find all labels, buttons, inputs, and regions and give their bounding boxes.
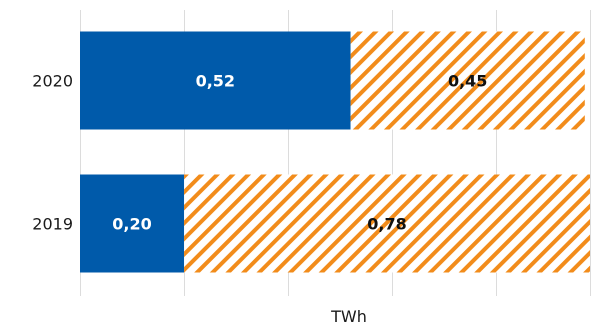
bar-segment [80,31,351,130]
bars: 0,52 0,45 0,20 0,78 [80,31,590,273]
category-label: 2019 [32,215,73,234]
data-label: 0,20 [112,215,151,234]
bar-segment [80,174,185,273]
data-label: 0,52 [196,72,235,91]
data-label: 0,45 [448,72,487,91]
bar-segment [350,31,585,130]
x-axis-title: TWh [330,307,367,326]
category-label: 2020 [32,72,73,91]
category-labels: 2020 2019 [32,72,73,234]
data-label: 0,78 [367,215,406,234]
bar-segment [184,174,590,273]
